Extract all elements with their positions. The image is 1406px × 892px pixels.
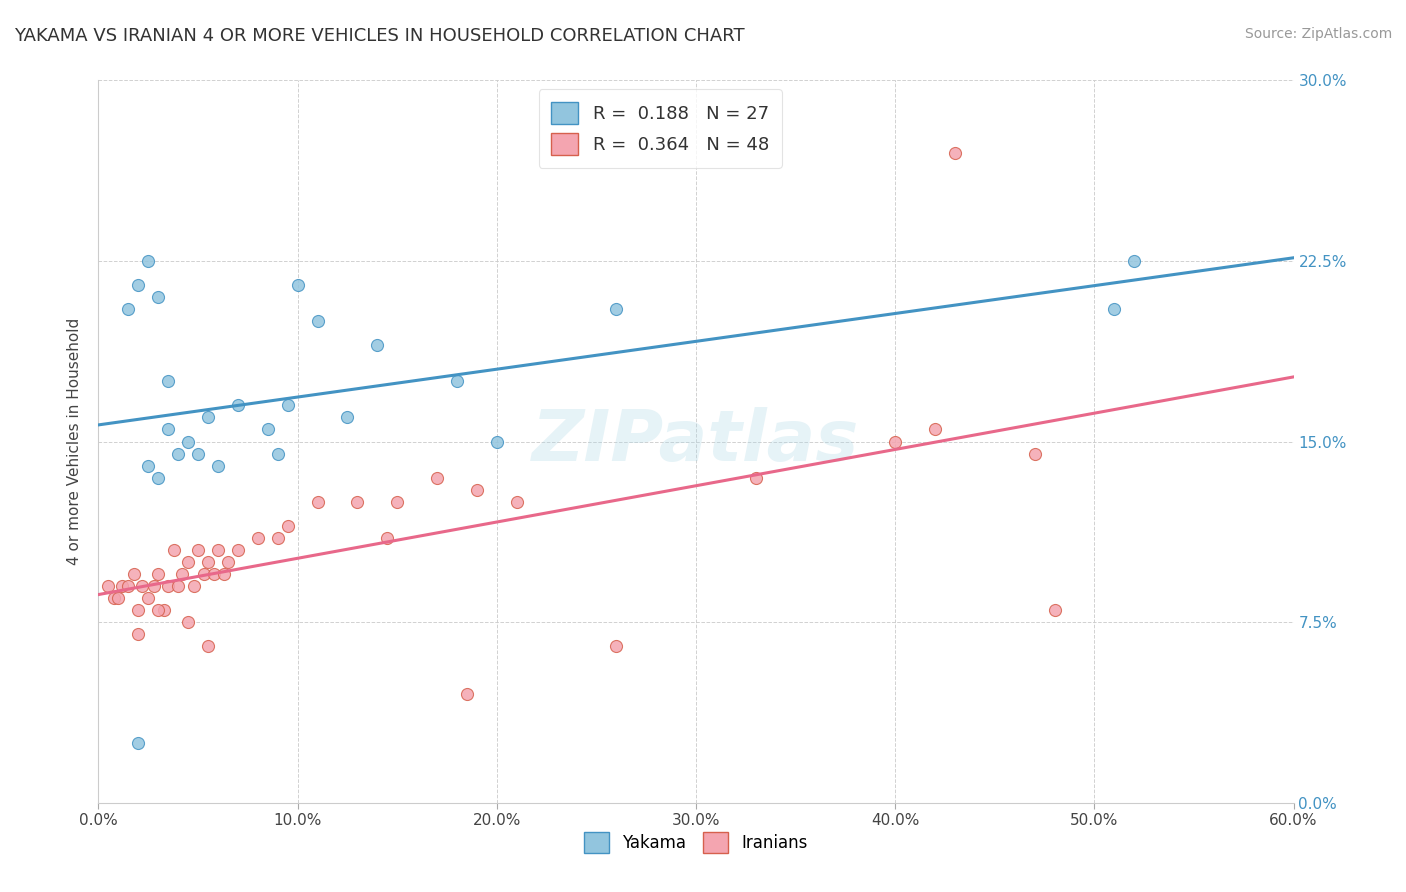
Point (336, 410, 359, 425)
Point (256, 423, 278, 437)
Point (103, 591, 125, 606)
Point (167, 579, 190, 593)
Point (97, 579, 120, 593)
Point (153, 603, 176, 617)
Point (1104, 301, 1126, 317)
Point (506, 494, 529, 508)
Point (267, 446, 290, 460)
Point (605, 639, 627, 653)
Point (212, 567, 235, 582)
Point (183, 579, 205, 593)
Point (177, 615, 200, 630)
Point (307, 494, 329, 508)
Point (177, 555, 200, 569)
Point (207, 542, 229, 557)
Point (366, 338, 388, 352)
Point (1024, 446, 1046, 460)
Point (177, 434, 200, 449)
Point (117, 301, 139, 317)
Point (127, 735, 149, 749)
Point (202, 567, 225, 582)
Point (884, 434, 907, 449)
Point (267, 531, 290, 545)
Point (485, 434, 508, 449)
Point (1043, 603, 1066, 617)
Point (148, 603, 170, 617)
Point (157, 579, 180, 593)
Point (426, 471, 449, 485)
Legend: Yakama, Iranians: Yakama, Iranians (578, 826, 814, 860)
Point (111, 579, 134, 593)
Point (157, 375, 180, 389)
Point (143, 579, 166, 593)
Point (226, 542, 249, 557)
Point (148, 471, 170, 485)
Point (217, 555, 239, 569)
Point (127, 278, 149, 293)
Point (246, 531, 269, 545)
Point (167, 446, 190, 460)
Point (163, 542, 186, 557)
Point (346, 494, 368, 508)
Point (148, 567, 170, 582)
Point (197, 555, 219, 569)
Point (136, 458, 159, 473)
Point (375, 531, 398, 545)
Point (107, 591, 129, 606)
Point (136, 591, 159, 606)
Point (187, 542, 209, 557)
Text: YAKAMA VS IRANIAN 4 OR MORE VEHICLES IN HOUSEHOLD CORRELATION CHART: YAKAMA VS IRANIAN 4 OR MORE VEHICLES IN … (14, 27, 745, 45)
Point (924, 423, 946, 437)
Point (197, 410, 219, 425)
Point (127, 627, 149, 641)
Point (117, 579, 139, 593)
Point (1123, 253, 1146, 268)
Point (193, 567, 215, 582)
Point (148, 290, 170, 304)
Point (207, 458, 229, 473)
Point (456, 687, 478, 701)
Point (446, 375, 468, 389)
Point (226, 398, 249, 412)
Point (187, 446, 209, 460)
Point (307, 314, 329, 328)
Y-axis label: 4 or more Vehicles in Household: 4 or more Vehicles in Household (67, 318, 83, 566)
Point (136, 253, 159, 268)
Point (277, 519, 299, 533)
Point (124, 567, 146, 582)
Point (605, 301, 627, 317)
Point (385, 494, 409, 508)
Point (277, 398, 299, 412)
Point (943, 145, 966, 160)
Text: Source: ZipAtlas.com: Source: ZipAtlas.com (1244, 27, 1392, 41)
Point (465, 483, 488, 497)
Point (197, 639, 219, 653)
Text: ZIPatlas: ZIPatlas (533, 407, 859, 476)
Point (131, 579, 153, 593)
Point (157, 423, 180, 437)
Point (172, 567, 194, 582)
Point (287, 278, 309, 293)
Point (127, 603, 149, 617)
Point (745, 471, 768, 485)
